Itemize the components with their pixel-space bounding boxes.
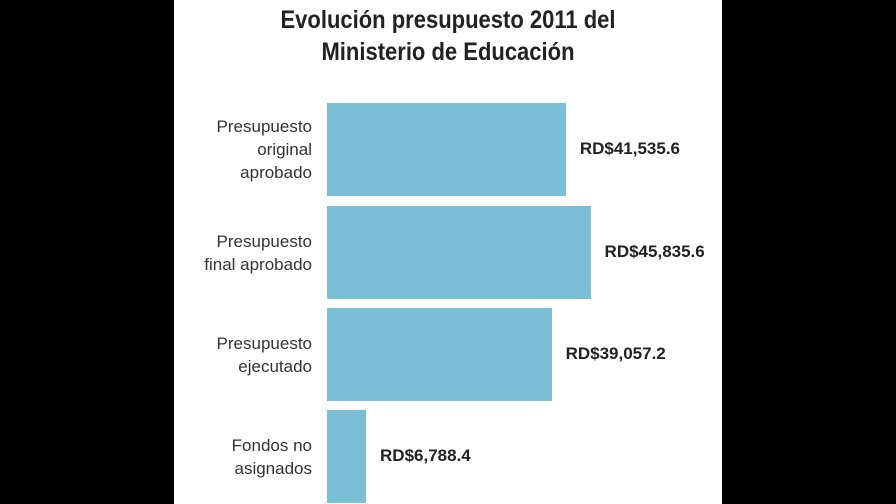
data-label: RD$39,057.2 (565, 343, 666, 363)
category-label: Presupuesto final aprobado (204, 231, 312, 274)
bar-1 (327, 206, 591, 299)
bar-0 (327, 103, 566, 196)
bar-2 (327, 308, 552, 401)
data-label: RD$45,835.6 (604, 241, 705, 261)
chart-title-line-2: Ministerio de Educación (321, 38, 575, 66)
category-label: Fondos no asignados (231, 435, 312, 478)
data-label: RD$6,788.4 (380, 445, 471, 465)
category-label: Presupuesto original aprobado (216, 117, 312, 182)
data-label: RD$41,535.6 (579, 138, 681, 158)
chart-panel: Evolución presupuesto 2011 del Ministeri… (174, 0, 722, 504)
chart-title-line-1: Evolución presupuesto 2011 del (280, 6, 616, 34)
category-label: Presupuesto ejecutado (216, 333, 312, 376)
bar-3 (327, 410, 367, 503)
